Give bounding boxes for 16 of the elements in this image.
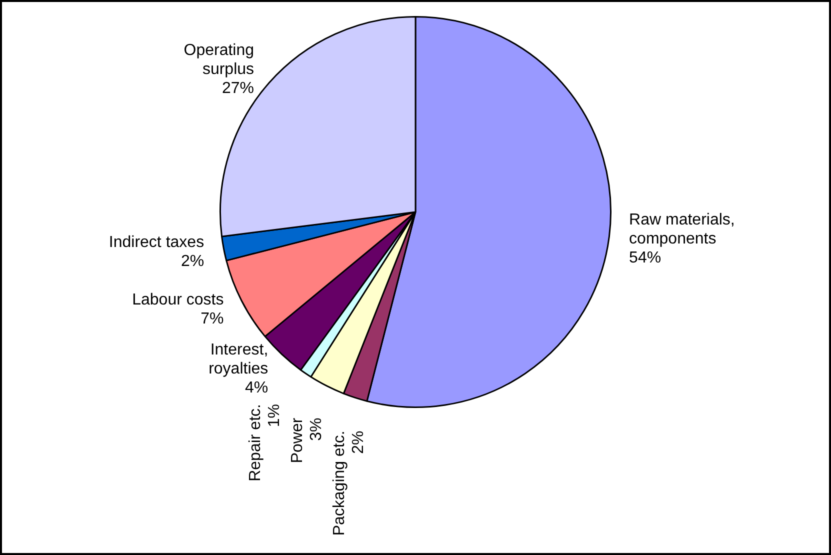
slice-label: Labour costs [132, 292, 224, 309]
slice-label: Repair etc. [246, 404, 264, 482]
data-label: 1% [266, 404, 283, 428]
slice-label: Packaging etc. [330, 430, 348, 536]
data-label: 7% [200, 310, 224, 328]
data-label: 3% [308, 418, 325, 441]
slice-label: Raw materials, components [629, 211, 735, 248]
data-label: 27% [222, 80, 254, 98]
slice-label: Indirect taxes [108, 234, 204, 252]
data-label: 4% [245, 379, 268, 396]
slice-label: Interest, royalties [208, 341, 268, 378]
data-label: 54% [629, 249, 662, 266]
data-label: 2% [180, 253, 204, 270]
slice-label: Power [288, 417, 306, 464]
data-label: 2% [350, 430, 367, 454]
slice-label: Operating surplus [184, 42, 254, 78]
